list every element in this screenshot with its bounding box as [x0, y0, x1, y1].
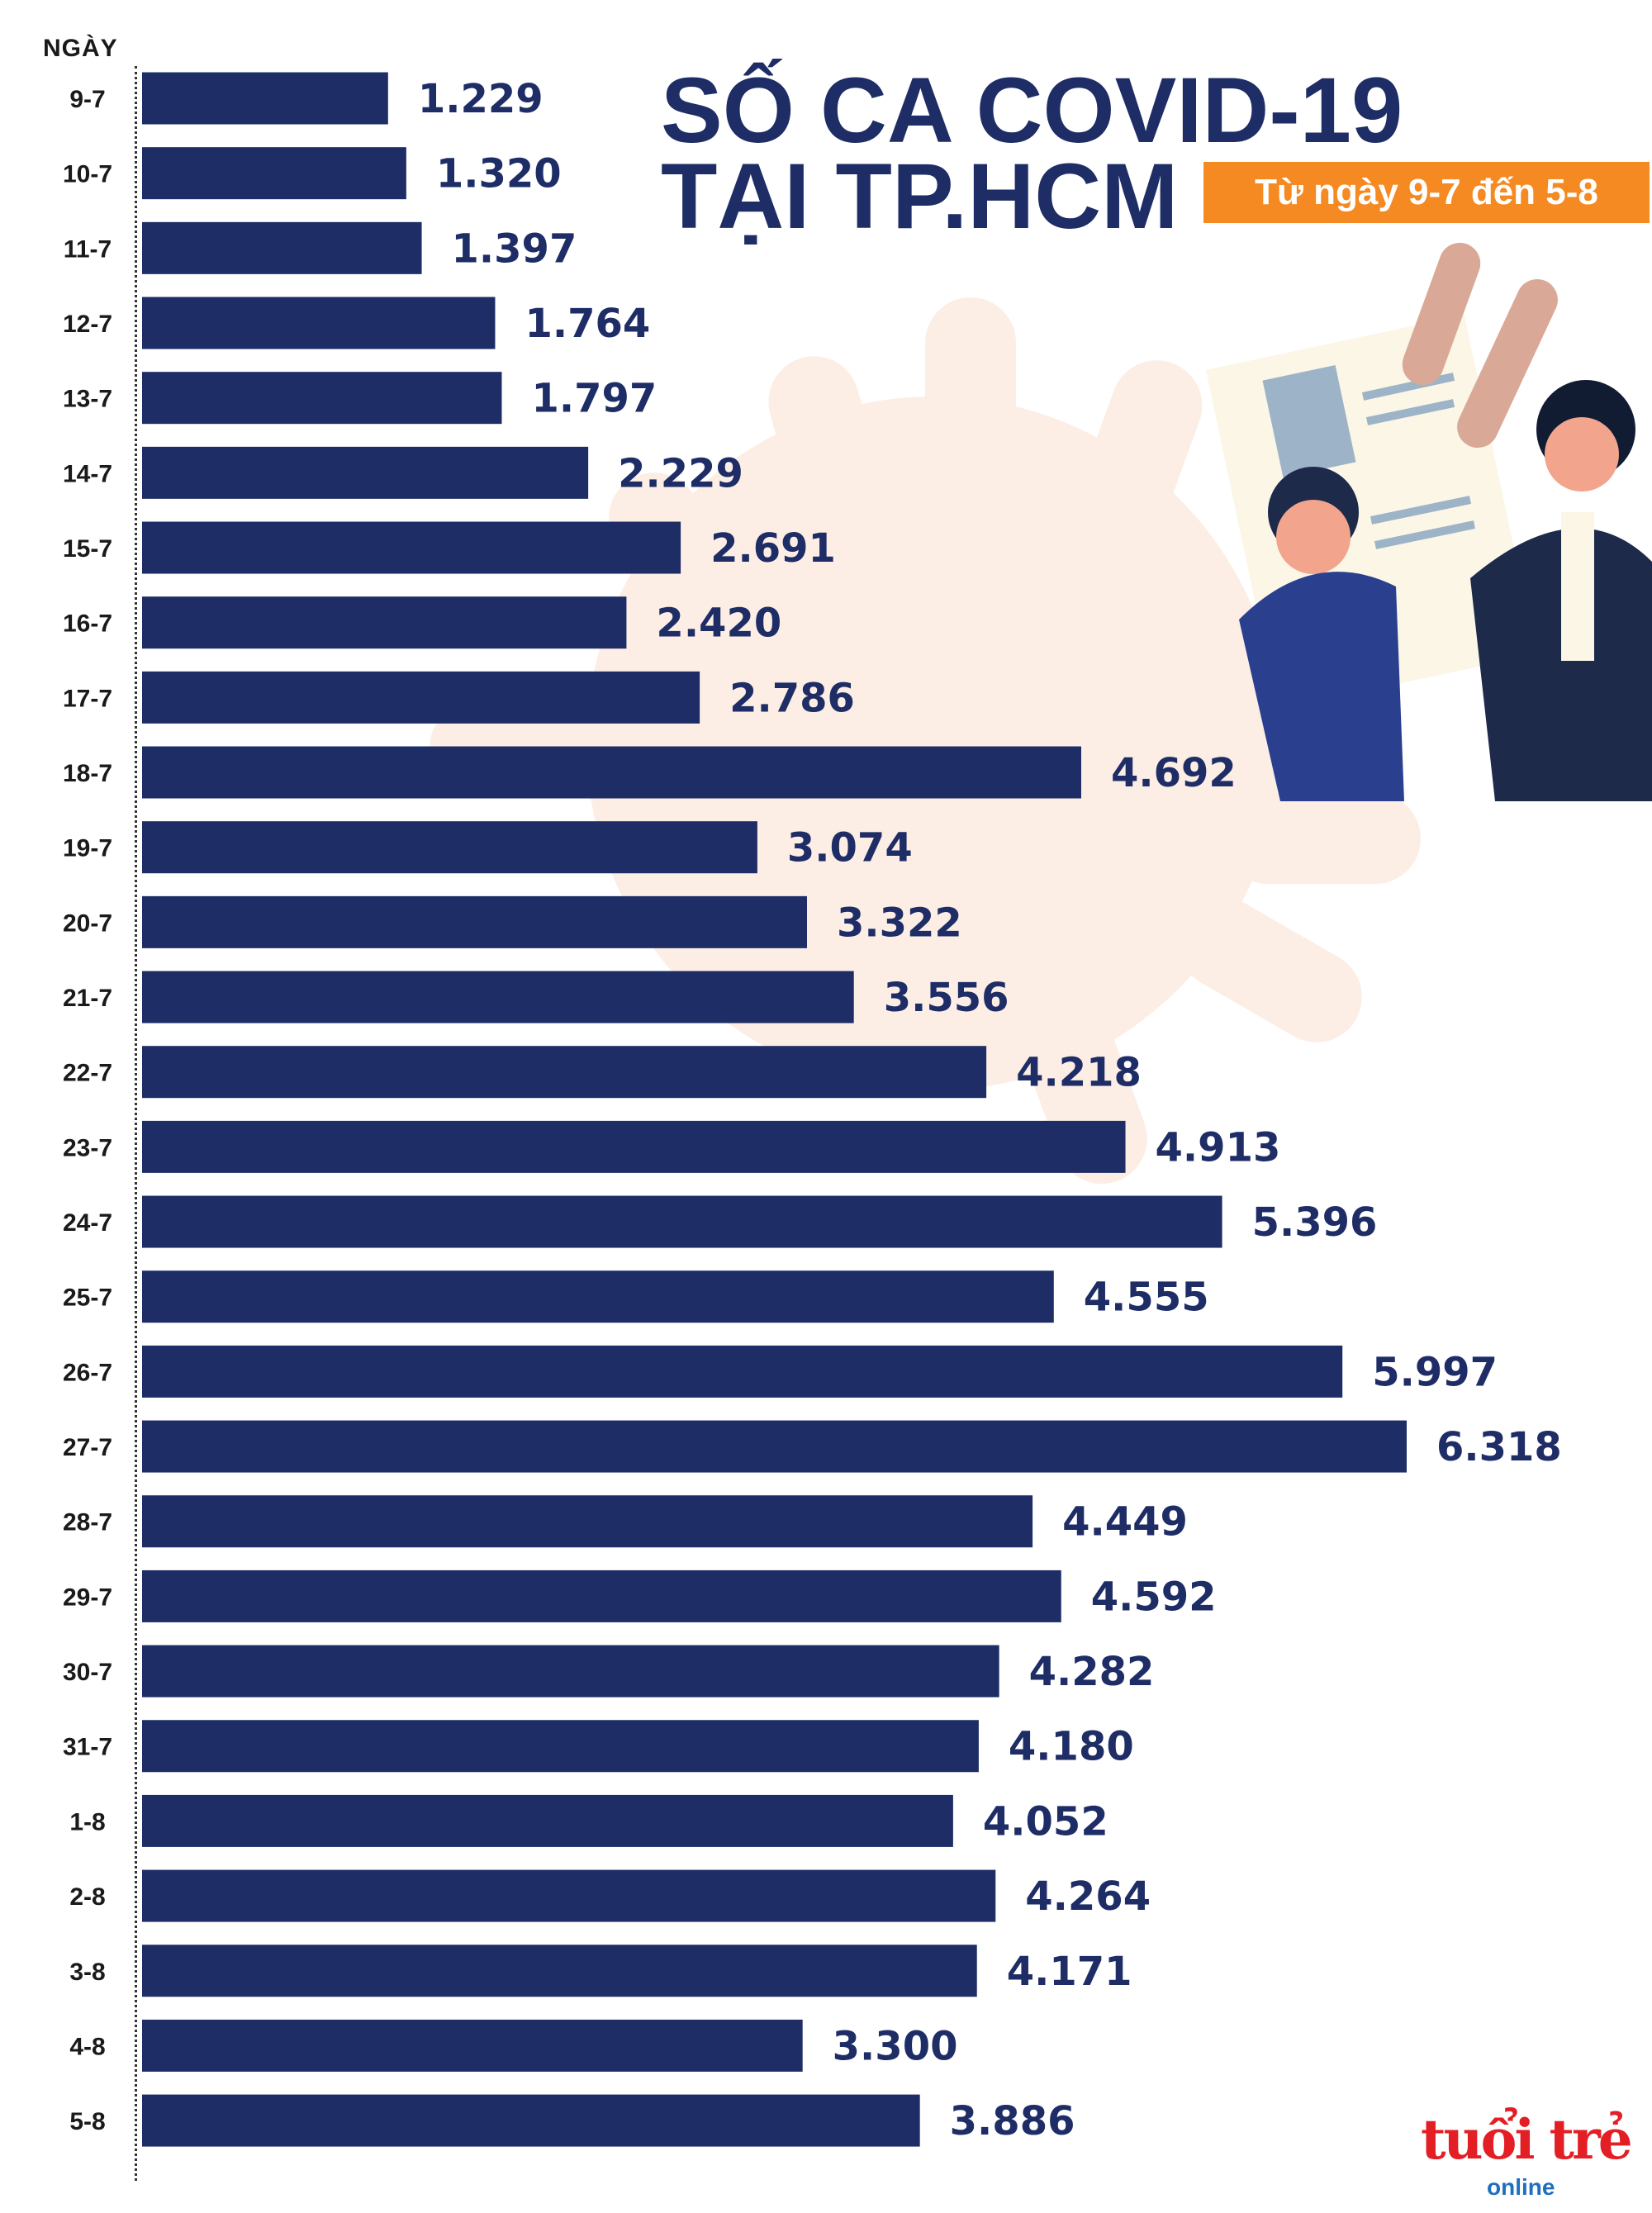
category-label: 28-7 [63, 1509, 112, 1536]
category-label: 13-7 [63, 386, 112, 413]
bar [142, 297, 496, 349]
category-label: 24-7 [63, 1209, 112, 1237]
title-line-2: TẠI TP.HCM [661, 145, 1179, 248]
bar [142, 746, 1081, 799]
category-label: 18-7 [63, 760, 112, 787]
category-label: 2-8 [69, 1883, 105, 1911]
category-label: 3-8 [69, 1959, 105, 1986]
bar [142, 596, 627, 649]
category-label: 1-8 [69, 1808, 105, 1835]
bar [142, 1720, 979, 1773]
value-label: 1.320 [436, 151, 562, 197]
value-label: 4.218 [1016, 1050, 1142, 1096]
logo-main-text: tuổi trẻ [1421, 2107, 1633, 2172]
category-label: 21-7 [63, 985, 112, 1012]
value-label: 3.556 [884, 975, 1009, 1021]
tuoi-tre-online-logo: tuổi trẻ online [1421, 2108, 1635, 2207]
category-label: 20-7 [63, 909, 112, 937]
bar [142, 971, 854, 1023]
y-axis-label: NGÀY [43, 35, 118, 62]
value-label: 2.229 [618, 450, 743, 496]
value-label: 2.786 [729, 675, 855, 721]
category-label: 14-7 [63, 460, 112, 487]
category-label: 9-7 [69, 86, 105, 113]
category-label: 11-7 [64, 235, 112, 263]
bar [142, 1345, 1343, 1398]
category-label: 4-8 [69, 2033, 105, 2060]
bar [142, 147, 406, 200]
bar [142, 1645, 999, 1698]
bar [142, 895, 807, 948]
bar [142, 1270, 1054, 1323]
value-label: 2.691 [710, 525, 836, 572]
logo-sub-text: online [1487, 2174, 1555, 2200]
category-label: 29-7 [63, 1584, 112, 1611]
category-label: 31-7 [63, 1734, 112, 1761]
category-label: 22-7 [63, 1060, 112, 1087]
value-label: 4.264 [1025, 1873, 1151, 1920]
category-label: 16-7 [63, 610, 112, 638]
bar [142, 372, 502, 425]
category-label: 5-8 [69, 2108, 105, 2135]
bar [142, 1794, 953, 1847]
date-range-badge: Từ ngày 9-7 đến 5-8 [1203, 162, 1650, 223]
bar [142, 671, 700, 724]
value-label: 3.322 [837, 900, 962, 946]
title-line-1: SỐ CA COVID-19 [661, 59, 1403, 162]
category-label: 30-7 [63, 1659, 112, 1686]
bar [142, 521, 681, 574]
category-label: 25-7 [63, 1285, 112, 1312]
category-label: 17-7 [63, 685, 112, 712]
value-label: 2.420 [656, 601, 781, 647]
value-label: 4.555 [1084, 1275, 1209, 1321]
value-label: 4.180 [1009, 1724, 1134, 1770]
bar [142, 1869, 996, 1922]
y-axis-line [135, 66, 137, 2181]
category-label: 19-7 [63, 835, 112, 862]
value-label: 5.396 [1252, 1199, 1378, 1246]
value-label: 6.318 [1436, 1424, 1562, 1470]
category-label: 26-7 [63, 1359, 112, 1386]
bar [142, 2094, 920, 2147]
bar [142, 1120, 1126, 1173]
bar [142, 1195, 1222, 1248]
bar [142, 221, 422, 274]
category-label: 23-7 [63, 1134, 112, 1161]
value-label: 3.300 [833, 2023, 958, 2069]
value-label: 4.171 [1007, 1949, 1132, 1995]
bar [142, 1495, 1033, 1548]
bar [142, 1420, 1407, 1473]
value-label: 1.797 [531, 376, 657, 422]
bar [142, 1945, 977, 1997]
value-label: 1.397 [452, 226, 577, 272]
value-label: 4.282 [1029, 1649, 1155, 1695]
value-label: 4.449 [1062, 1499, 1188, 1546]
category-label: 10-7 [63, 161, 112, 188]
bar [142, 446, 589, 499]
bar [142, 1046, 987, 1099]
bar [142, 1570, 1061, 1622]
value-label: 3.074 [787, 825, 913, 871]
category-label: 15-7 [63, 535, 112, 563]
value-label: 4.592 [1091, 1574, 1217, 1620]
category-label: 27-7 [63, 1434, 112, 1461]
value-label: 4.692 [1111, 750, 1237, 796]
bar [142, 72, 388, 125]
value-label: 1.764 [525, 301, 650, 347]
bar [142, 2019, 803, 2072]
category-label: 12-7 [63, 311, 112, 338]
patients-illustration-icon [1205, 242, 1652, 801]
value-label: 4.052 [983, 1798, 1108, 1845]
value-label: 5.997 [1372, 1349, 1498, 1395]
value-label: 4.913 [1156, 1124, 1281, 1171]
value-label: 1.229 [418, 76, 544, 122]
bar [142, 821, 757, 874]
value-label: 3.886 [950, 2098, 1075, 2144]
